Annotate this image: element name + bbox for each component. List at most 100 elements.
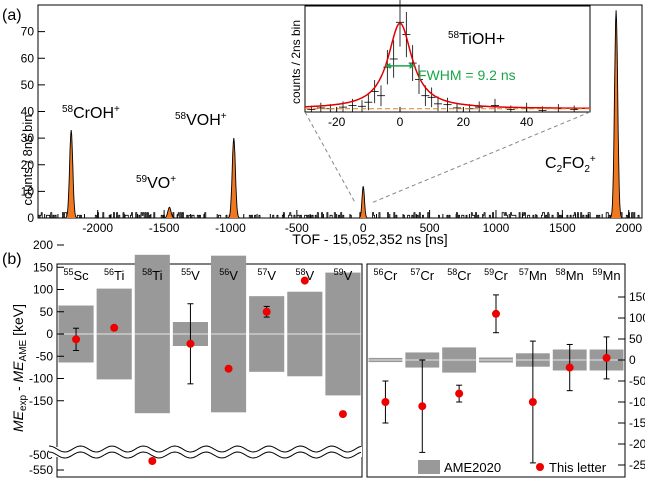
- spectrum-xtick-label: 1000: [483, 221, 510, 235]
- me-ytick-label: -150: [29, 394, 53, 408]
- inset-xtick-label: 0: [397, 115, 404, 129]
- measurement-point: [262, 307, 271, 316]
- axis-break-line: [48, 445, 362, 453]
- panel-b-ylabel: MEexp - MEAME [keV]: [10, 304, 29, 432]
- me-ytick-label: 200: [33, 238, 53, 252]
- peak-label-58croh: 58CrOH+: [62, 104, 120, 122]
- nuclide-label: 58V: [295, 267, 314, 283]
- me-ytick-label: -150: [629, 416, 645, 430]
- inset-ylabel: counts / 2ns bin: [289, 20, 303, 104]
- inset-xtick-label: -20: [328, 115, 346, 129]
- nuclide-label: 59Mn: [593, 267, 621, 283]
- mass-excess-right-plot: 56Cr 57Cr 58Cr 59Cr 57Mn 58Mn 59Mn -250 -200 -150…: [366, 263, 645, 478]
- spectrum-ytick-label: 40: [21, 105, 35, 119]
- legend-ame-label: AME2020: [444, 460, 501, 475]
- nuclide-label: 58Ti: [142, 267, 162, 283]
- nuclide-label: 56Cr: [374, 267, 398, 283]
- inset-xtick-label: 40: [520, 115, 534, 129]
- spectrum-ytick-label: 0: [27, 211, 34, 225]
- spectrum-xtick-label: 500: [420, 221, 440, 235]
- inset-frame: [304, 5, 591, 113]
- spectrum-ytick-label: 60: [21, 51, 35, 65]
- me-ytick-label: -100: [29, 372, 53, 386]
- me-ytick-label: -500: [29, 448, 53, 462]
- inset-title: 58TiOH+: [448, 30, 505, 48]
- inset-fit-curve: [304, 22, 590, 109]
- measurement-point: [338, 410, 347, 419]
- peak-label-58voh: 58VOH+: [175, 111, 227, 129]
- spectrum-xtick-label: -500: [285, 221, 309, 235]
- measurement-point: [186, 339, 195, 348]
- spectrum-xtick-label: 0: [360, 221, 367, 235]
- peak-label-c2fo2: C2FO2+: [545, 154, 596, 175]
- nuclide-label: 55Sc: [63, 267, 89, 283]
- mass-excess-left-plot: 55Sc 56Ti 58Ti 55V 56V 57V 58V 59V-150-100-5005…: [29, 238, 363, 478]
- spectrum-xtick-label: -2000: [82, 221, 113, 235]
- panel-a-ylabel: counts / 8ns bin: [20, 114, 35, 205]
- spectrum-xtick-label: 1500: [549, 221, 576, 235]
- spectrum-peak-4: [608, 10, 625, 218]
- me-ytick-label: 150: [33, 260, 53, 274]
- meRight-frame: [366, 263, 626, 478]
- spectrum-peak-outline-4: [608, 10, 625, 219]
- spectrum-ytick-label: 10: [21, 184, 35, 198]
- measurement-point: [455, 389, 464, 398]
- nuclide-label: 58Mn: [556, 267, 584, 283]
- spectrum-peak-outline-3: [357, 186, 369, 219]
- axis-break-line: [48, 451, 362, 459]
- spectrum-ytick-label: 20: [21, 158, 35, 172]
- measurement-point: [492, 309, 500, 318]
- measurement-point: [528, 398, 537, 406]
- me-ytick-label: 50: [40, 305, 54, 319]
- nuclide-label: 56Ti: [104, 267, 124, 283]
- fwhm-label: FWHM = 9.2 ns: [418, 67, 516, 83]
- me-ytick-label: -50: [36, 349, 54, 363]
- measurement-point: [224, 364, 233, 373]
- fwhm-arrow-left: [385, 62, 391, 69]
- legend-ame-swatch: [418, 460, 440, 474]
- spectrum-xtick-label: 2000: [615, 221, 642, 235]
- me-ytick-label: 0: [46, 327, 53, 341]
- measurement-point: [381, 398, 390, 406]
- nuclide-label: 58Cr: [447, 267, 471, 283]
- spectrum-peak-1: [161, 207, 178, 218]
- me-ytick-label: 100: [33, 283, 53, 297]
- spectrum-xtick-label: -1500: [149, 221, 180, 235]
- panel-a-label: (a): [2, 7, 22, 24]
- peak-label-59vo: 59VO+: [136, 174, 176, 192]
- measurement-point: [110, 323, 119, 332]
- spectrum-peak-outline-0: [63, 130, 80, 219]
- inset-connector-right: [371, 111, 591, 204]
- spectrum-background: [37, 212, 643, 219]
- measurement-point: [72, 335, 81, 344]
- me-ytick-label: 50: [629, 332, 643, 346]
- spectrum-ytick-label: 70: [21, 25, 35, 39]
- me-ytick-label: -50: [629, 374, 645, 388]
- measurement-point: [300, 276, 309, 285]
- spectrum-ytick-label: 50: [21, 78, 35, 92]
- fwhm-arrow-right: [409, 62, 415, 69]
- spectrum-xtick-label: -1000: [215, 221, 246, 235]
- spectrum-peak-3: [357, 186, 370, 218]
- legend-letter-marker: [536, 463, 544, 471]
- panel-a-xlabel: TOF - 15,052,352 ns [ns]: [292, 231, 447, 247]
- meLeft-frame: [56, 263, 363, 478]
- spectrum-peak-2: [225, 138, 242, 218]
- inset-xtick-label: 20: [457, 115, 471, 129]
- me-ytick-label: 0: [629, 353, 636, 367]
- nuclide-label: 57V: [257, 267, 276, 283]
- inset-connector-left: [304, 111, 356, 204]
- me-ytick-label: -200: [629, 437, 645, 451]
- spectrum-peak-0: [63, 130, 80, 218]
- me-ytick-label: -100: [629, 395, 645, 409]
- legend-letter-label: This letter: [549, 460, 607, 475]
- measurement-point: [148, 457, 157, 465]
- measurement-point: [602, 353, 611, 362]
- nuclide-label: 55V: [181, 267, 200, 283]
- spectrum-ytick-label: 30: [21, 131, 35, 145]
- nuclide-label: 59Cr: [484, 267, 508, 283]
- me-ytick-label: 150: [629, 290, 645, 304]
- tof-inset: -20 0 20 40: [304, 0, 591, 204]
- tof-spectrum: 0 10 20 30 40 50 60 70 -2000 -1500 -1000 -500 0 500 10…: [21, 4, 643, 235]
